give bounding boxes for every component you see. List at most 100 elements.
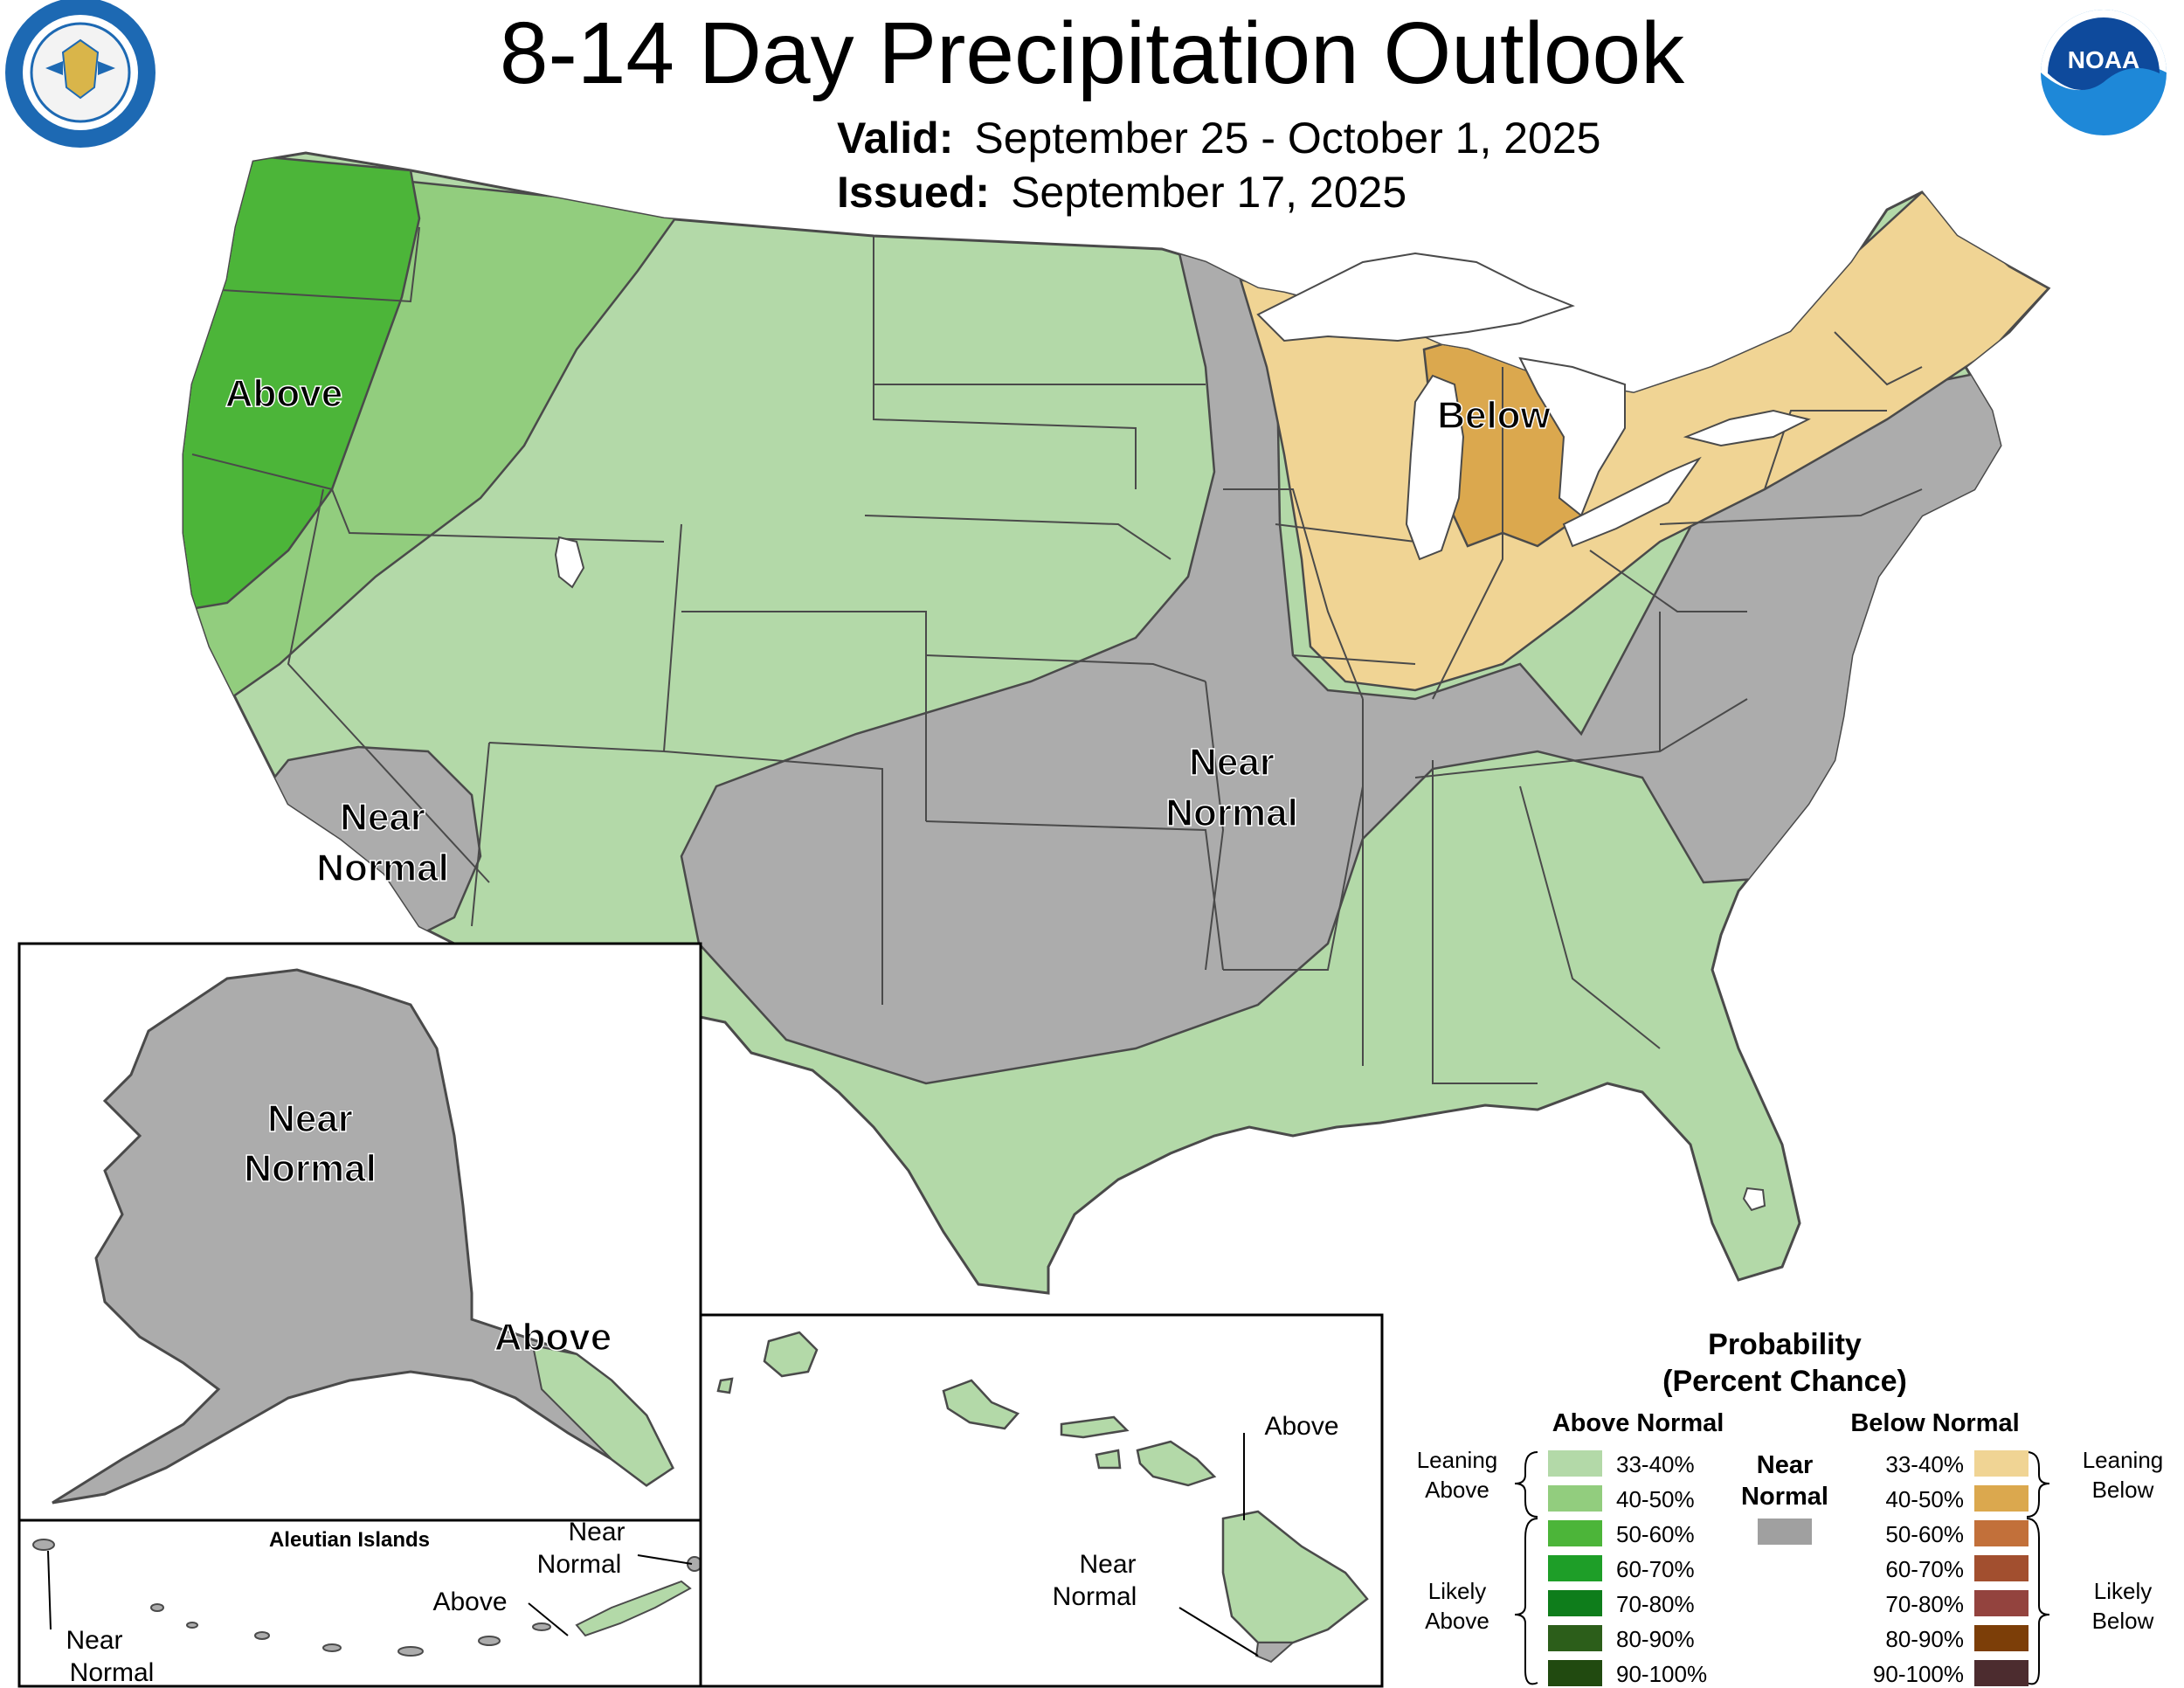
legend-below-swatch-5 — [1974, 1625, 2028, 1651]
issued-date-row: Issued: September 17, 2025 — [837, 166, 1406, 218]
legend-below-swatch-0 — [1974, 1450, 2028, 1477]
state-boundaries — [191, 226, 1923, 1084]
alaska-label-above: Above — [494, 1316, 612, 1359]
legend-below-header: Below Normal — [1850, 1409, 2019, 1437]
legend-brackets — [1514, 1451, 2050, 1685]
hawaii-label-near-line1: Near — [1079, 1550, 1136, 1579]
hawaii-islands — [716, 1331, 1369, 1644]
legend-above-label-4: 70-80% — [1616, 1591, 1695, 1617]
issued-label: Issued: — [837, 168, 991, 217]
legend-above-swatch-0 — [1548, 1450, 1602, 1477]
legend-above-label-3: 60-70% — [1616, 1556, 1695, 1582]
legend-leaning-below-line1: Leaning — [2083, 1447, 2164, 1473]
legend-near-line1: Near — [1757, 1451, 1814, 1479]
aleutian-near-left-leader — [47, 1550, 52, 1630]
legend-below-swatch-4 — [1974, 1590, 2028, 1616]
legend-near-line2: Normal — [1741, 1483, 1828, 1511]
legend-above-label-5: 80-90% — [1616, 1626, 1695, 1652]
valid-label: Valid: — [837, 114, 954, 163]
department-of-commerce-seal — [5, 0, 156, 148]
legend-above-label-6: 90-100% — [1616, 1661, 1707, 1687]
legend-near-swatch — [1758, 1519, 1812, 1545]
legend-above-label-2: 50-60% — [1616, 1521, 1695, 1547]
legend-below-label-3: 60-70% — [1885, 1556, 1964, 1582]
legend-leaning-below-line2: Below — [2092, 1477, 2154, 1503]
aleutian-near-right-leader — [637, 1554, 693, 1565]
lake-ontario — [1683, 409, 1811, 447]
aleutian-label-above: Above — [432, 1588, 507, 1616]
legend-likely-above-line2: Above — [1425, 1608, 1489, 1634]
legend-likely-below-line1: Likely — [2094, 1578, 2152, 1604]
aleutian-label-near-right-line1: Near — [568, 1518, 625, 1546]
aleutian-label-near-right-line2: Normal — [537, 1550, 622, 1579]
lake-michigan — [1405, 374, 1465, 561]
label-near-central-line1: Near — [1189, 741, 1275, 784]
legend-likely-above-line1: Likely — [1428, 1578, 1486, 1604]
legend-above-label-0: 33-40% — [1616, 1451, 1695, 1477]
lake-okeechobee — [1742, 1186, 1766, 1212]
legend-above-swatch-5 — [1548, 1625, 1602, 1651]
legend: Probability (Percent Chance) Above Norma… — [1417, 1328, 2164, 1687]
legend-title-line2: (Percent Chance) — [1662, 1365, 1907, 1398]
legend-title-line1: Probability — [1708, 1328, 1862, 1361]
legend-below-rows: 33-40% 40-50% 50-60% 60-70% 70-80% 80-90% 90-1… — [1873, 1450, 2028, 1687]
legend-above-swatch-2 — [1548, 1520, 1602, 1546]
noaa-logo: NOAA — [2041, 10, 2167, 135]
alaska-landmass — [52, 968, 674, 1505]
legend-below-label-6: 90-100% — [1873, 1661, 1964, 1687]
aleutian-title: Aleutian Islands — [269, 1528, 430, 1552]
valid-date-row: Valid: September 25 - October 1, 2025 — [837, 112, 1600, 164]
legend-above-rows: 33-40% 40-50% 50-60% 60-70% 70-80% 80-90% 90-1… — [1548, 1450, 1707, 1687]
aleutian-label-near-left-line2: Normal — [70, 1658, 155, 1687]
legend-below-swatch-2 — [1974, 1520, 2028, 1546]
lake-erie — [1562, 456, 1702, 548]
legend-below-swatch-3 — [1974, 1555, 2028, 1581]
alaska-inset: Near Normal Above — [17, 942, 702, 1522]
legend-below-label-0: 33-40% — [1885, 1451, 1964, 1477]
aleutian-islands — [32, 1539, 702, 1657]
aleutian-above-leader — [528, 1602, 569, 1636]
legend-below-label-1: 40-50% — [1885, 1486, 1964, 1512]
lake-superior — [1256, 252, 1575, 342]
great-salt-lake — [554, 536, 585, 589]
lake-huron — [1518, 356, 1626, 517]
hawaii-near-leader — [1178, 1607, 1259, 1657]
hawaii-inset: Above Near Normal — [699, 1313, 1384, 1688]
legend-below-label-5: 80-90% — [1885, 1626, 1964, 1652]
alaska-panhandle-above — [531, 1344, 674, 1487]
aleutian-inset: Aleutian Islands Near Normal Near Normal… — [17, 1518, 702, 1688]
legend-above-swatch-3 — [1548, 1555, 1602, 1581]
legend-below-swatch-6 — [1974, 1660, 2028, 1686]
hawaii-near-normal-tip — [1254, 1642, 1296, 1664]
legend-above-swatch-1 — [1548, 1485, 1602, 1512]
legend-above-header: Above Normal — [1552, 1409, 1724, 1437]
label-near-socal-line1: Near — [340, 796, 425, 839]
aleutian-label-near-left-line1: Near — [66, 1626, 122, 1655]
legend-above-label-1: 40-50% — [1616, 1486, 1695, 1512]
legend-leaning-above-line1: Leaning — [1417, 1447, 1498, 1473]
label-above-west: Above — [225, 372, 342, 415]
legend-above-swatch-4 — [1548, 1590, 1602, 1616]
hawaii-label-above: Above — [1264, 1412, 1338, 1441]
alaska-label-near-line2: Normal — [244, 1147, 377, 1190]
noaa-logo-text: NOAA — [2068, 46, 2139, 73]
legend-below-label-4: 70-80% — [1885, 1591, 1964, 1617]
alaska-label-near-line1: Near — [267, 1097, 353, 1140]
legend-likely-below-line2: Below — [2092, 1608, 2154, 1634]
label-near-socal-line2: Normal — [316, 847, 449, 889]
label-below-great-lakes: Below — [1437, 394, 1551, 437]
conus-map: Above Below Near Normal Near Normal — [182, 151, 2051, 1295]
issued-value: September 17, 2025 — [1011, 168, 1407, 217]
legend-below-label-2: 50-60% — [1885, 1521, 1964, 1547]
page-title: 8-14 Day Precipitation Outlook — [499, 4, 1685, 102]
above-50-60-zone — [183, 153, 421, 613]
hawaii-label-near-line2: Normal — [1053, 1582, 1137, 1611]
legend-leaning-above-line2: Above — [1425, 1477, 1489, 1503]
valid-value: September 25 - October 1, 2025 — [974, 114, 1601, 163]
label-near-central-line2: Normal — [1165, 792, 1298, 834]
legend-below-swatch-1 — [1974, 1485, 2028, 1512]
near-normal-socal-zone — [247, 745, 482, 941]
aleutian-above-islands — [575, 1580, 692, 1637]
